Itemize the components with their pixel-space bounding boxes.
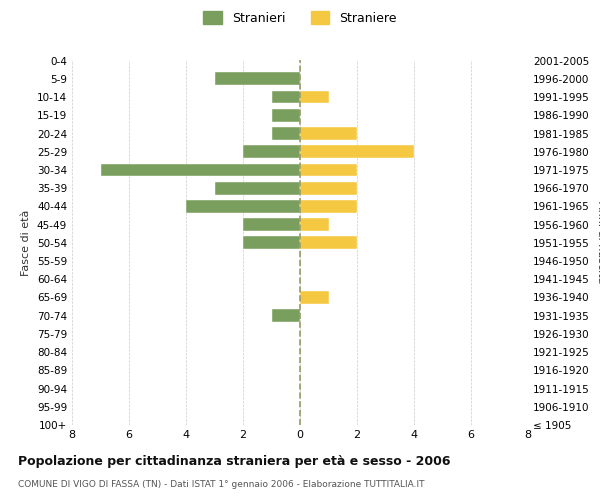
Bar bbox=[243, 236, 300, 249]
Text: COMUNE DI VIGO DI FASSA (TN) - Dati ISTAT 1° gennaio 2006 - Elaborazione TUTTITA: COMUNE DI VIGO DI FASSA (TN) - Dati ISTA… bbox=[18, 480, 425, 489]
Bar bbox=[215, 182, 300, 194]
Bar bbox=[300, 146, 414, 158]
Bar bbox=[300, 90, 329, 104]
Bar bbox=[300, 200, 357, 213]
Bar bbox=[215, 72, 300, 85]
Bar bbox=[271, 310, 300, 322]
Bar bbox=[271, 109, 300, 122]
Bar bbox=[300, 291, 329, 304]
Bar bbox=[243, 218, 300, 231]
Bar bbox=[186, 200, 300, 213]
Text: Popolazione per cittadinanza straniera per età e sesso - 2006: Popolazione per cittadinanza straniera p… bbox=[18, 455, 451, 468]
Bar bbox=[300, 182, 357, 194]
Bar bbox=[271, 127, 300, 140]
Y-axis label: Anni di nascita: Anni di nascita bbox=[596, 201, 600, 284]
Bar bbox=[243, 146, 300, 158]
Y-axis label: Fasce di età: Fasce di età bbox=[22, 210, 31, 276]
Legend: Stranieri, Straniere: Stranieri, Straniere bbox=[198, 6, 402, 30]
Bar bbox=[271, 90, 300, 104]
Bar bbox=[101, 164, 300, 176]
Bar bbox=[300, 236, 357, 249]
Bar bbox=[300, 164, 357, 176]
Bar bbox=[300, 218, 329, 231]
Bar bbox=[300, 127, 357, 140]
